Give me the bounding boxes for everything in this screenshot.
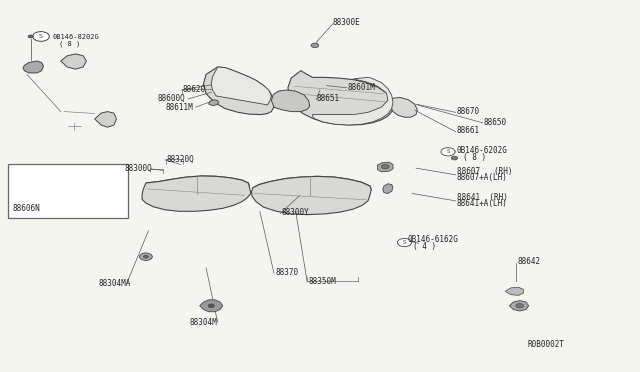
Text: 88370: 88370 bbox=[275, 268, 298, 277]
Text: 88651: 88651 bbox=[317, 94, 340, 103]
Text: ( 8 ): ( 8 ) bbox=[59, 41, 80, 47]
Text: 88600Q: 88600Q bbox=[157, 94, 185, 103]
Text: 88607+A(LH): 88607+A(LH) bbox=[457, 173, 508, 182]
Text: 88607   (RH): 88607 (RH) bbox=[457, 167, 513, 176]
Polygon shape bbox=[23, 61, 44, 73]
Polygon shape bbox=[95, 112, 116, 127]
Polygon shape bbox=[312, 77, 393, 125]
Polygon shape bbox=[142, 176, 251, 211]
Polygon shape bbox=[253, 176, 371, 196]
Text: 0B146-6202G: 0B146-6202G bbox=[457, 146, 508, 155]
Polygon shape bbox=[383, 184, 393, 193]
Polygon shape bbox=[378, 162, 393, 172]
Circle shape bbox=[311, 43, 319, 48]
Circle shape bbox=[397, 238, 412, 247]
Text: 88661: 88661 bbox=[457, 126, 480, 135]
Polygon shape bbox=[390, 97, 417, 117]
Text: 88304MA: 88304MA bbox=[99, 279, 131, 288]
Circle shape bbox=[28, 35, 33, 38]
Text: 88304M: 88304M bbox=[189, 318, 217, 327]
Circle shape bbox=[140, 253, 152, 260]
Polygon shape bbox=[200, 300, 223, 312]
Text: S: S bbox=[403, 240, 406, 245]
Polygon shape bbox=[209, 100, 219, 106]
Text: 88300Y: 88300Y bbox=[282, 208, 309, 217]
Text: 88320Q: 88320Q bbox=[166, 155, 194, 164]
Circle shape bbox=[441, 148, 455, 156]
Polygon shape bbox=[252, 176, 371, 215]
Polygon shape bbox=[146, 176, 250, 194]
Text: S: S bbox=[39, 34, 43, 39]
Text: 88620: 88620 bbox=[182, 85, 205, 94]
Polygon shape bbox=[509, 301, 529, 311]
Text: 0B146-8202G: 0B146-8202G bbox=[52, 34, 99, 40]
Text: 88650: 88650 bbox=[484, 118, 507, 126]
Polygon shape bbox=[288, 71, 393, 125]
Text: 88300E: 88300E bbox=[333, 18, 360, 27]
Text: 88670: 88670 bbox=[457, 107, 480, 116]
Circle shape bbox=[208, 304, 214, 308]
Text: 88642: 88642 bbox=[517, 257, 540, 266]
Text: 88606N: 88606N bbox=[13, 204, 40, 213]
Bar bbox=[8, 164, 128, 218]
Text: 88300Q: 88300Q bbox=[124, 164, 152, 173]
Text: ( 4 ): ( 4 ) bbox=[413, 242, 436, 251]
Polygon shape bbox=[211, 67, 271, 105]
Circle shape bbox=[143, 255, 148, 258]
Circle shape bbox=[381, 164, 389, 169]
Text: ( 8 ): ( 8 ) bbox=[463, 153, 486, 162]
Text: R0B0002T: R0B0002T bbox=[528, 340, 565, 349]
Polygon shape bbox=[271, 90, 310, 112]
Text: 88601M: 88601M bbox=[348, 83, 375, 92]
Polygon shape bbox=[506, 287, 524, 295]
Text: 88350M: 88350M bbox=[308, 277, 336, 286]
Circle shape bbox=[516, 304, 524, 308]
Text: S: S bbox=[446, 149, 450, 154]
Circle shape bbox=[451, 156, 458, 160]
Text: 88611M: 88611M bbox=[165, 103, 193, 112]
Text: 0B146-6162G: 0B146-6162G bbox=[407, 235, 458, 244]
Polygon shape bbox=[61, 54, 86, 69]
Circle shape bbox=[33, 32, 49, 41]
Polygon shape bbox=[204, 67, 274, 115]
Text: 88641+A(LH): 88641+A(LH) bbox=[457, 199, 508, 208]
Text: 88641  (RH): 88641 (RH) bbox=[457, 193, 508, 202]
